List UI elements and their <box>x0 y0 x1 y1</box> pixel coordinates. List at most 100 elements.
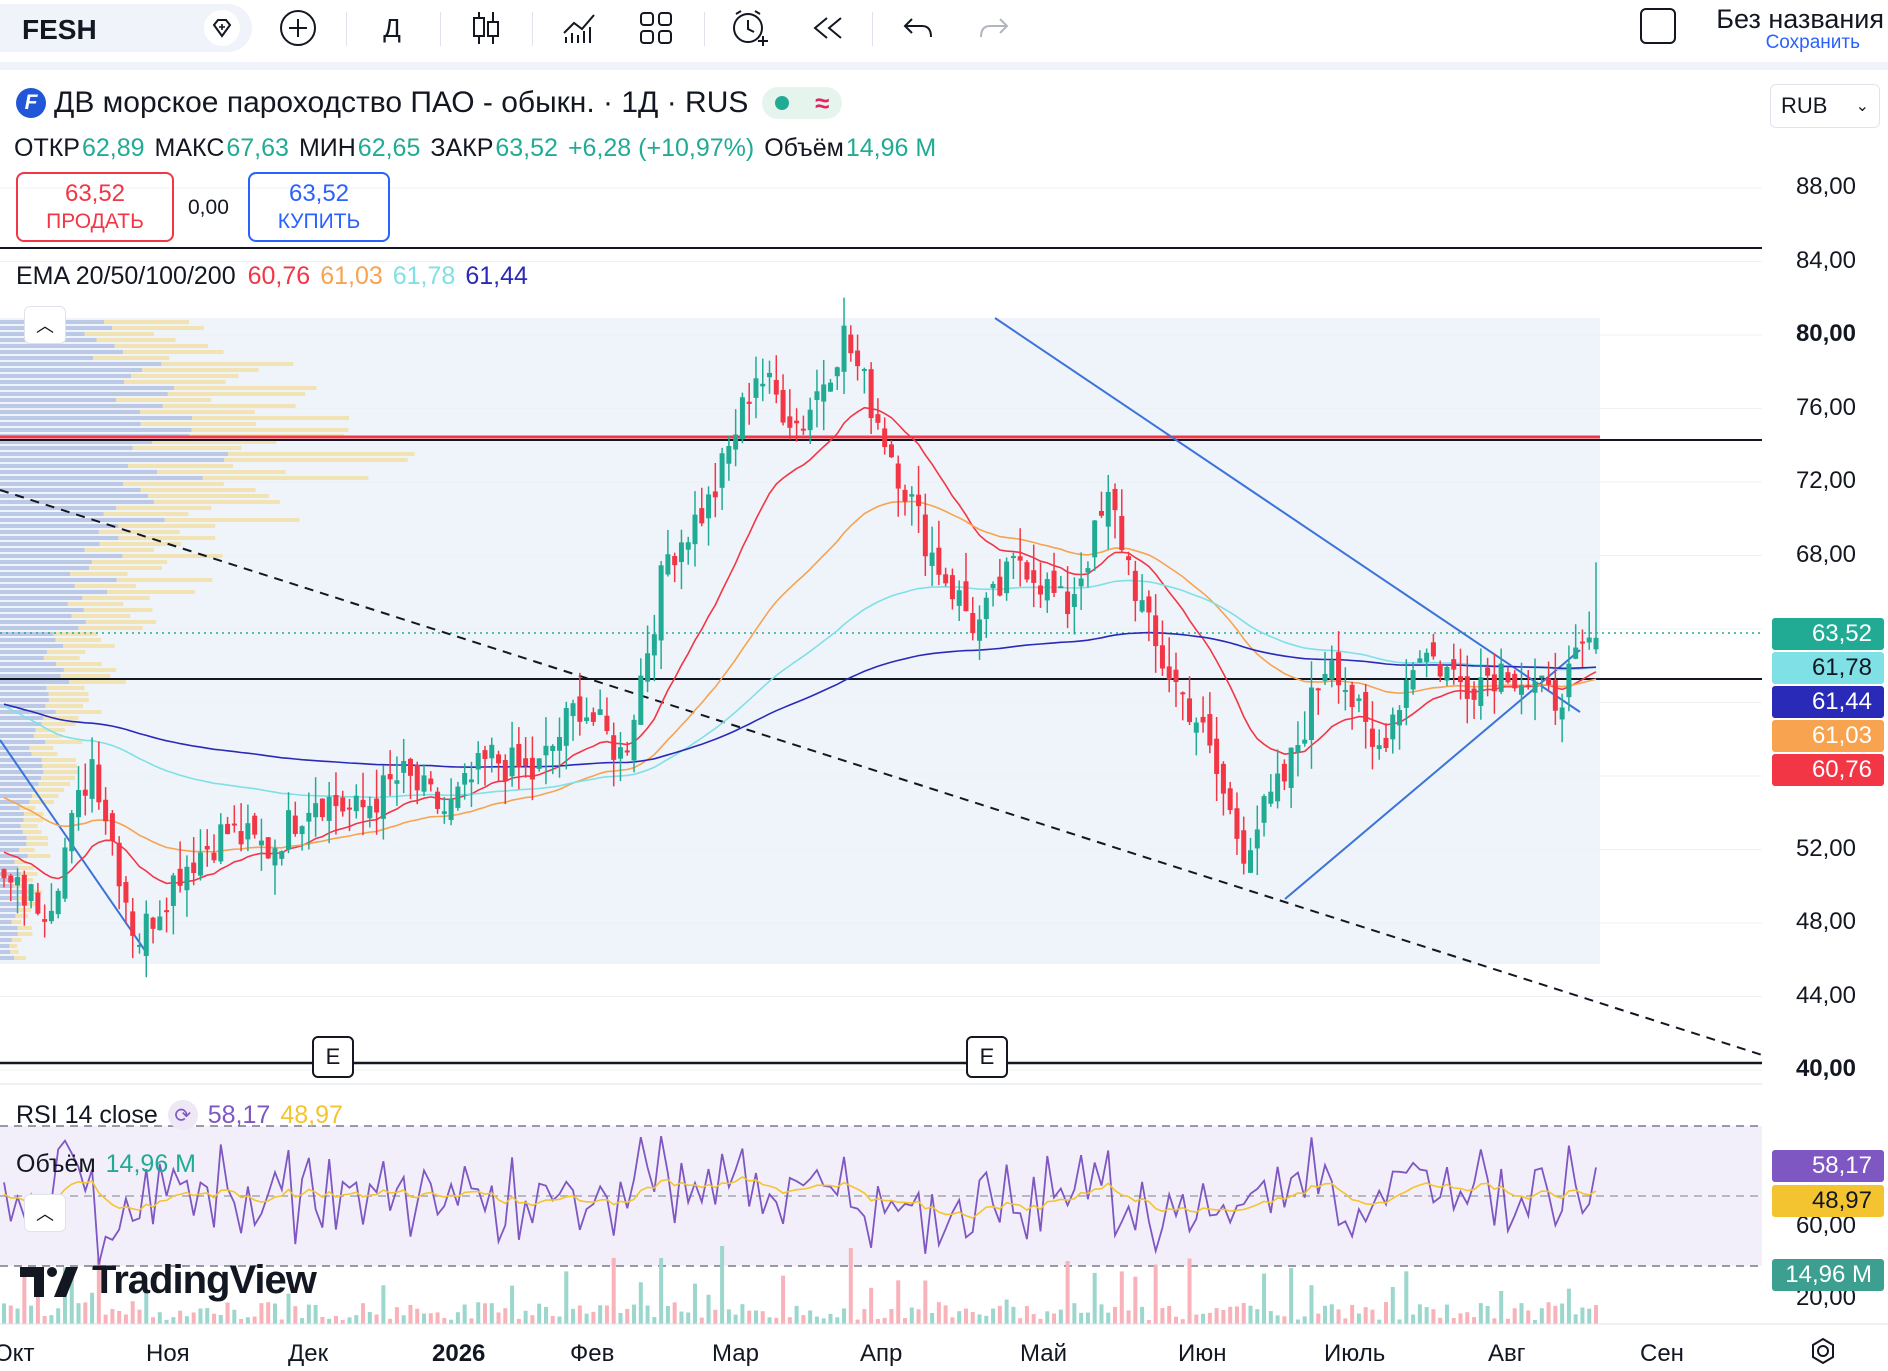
volume-profile-bar <box>63 644 115 648</box>
volume-profile-bar <box>116 578 213 582</box>
volume-bar <box>767 1317 772 1324</box>
volume-profile-bar <box>0 452 229 456</box>
volume-profile-bar <box>78 626 143 630</box>
candle-body <box>1498 663 1504 692</box>
volume-profile-bar <box>0 698 49 702</box>
candle-body <box>1430 642 1436 657</box>
indicators-icon[interactable] <box>558 8 602 48</box>
price-chart[interactable] <box>0 70 1888 1340</box>
volume-bar <box>977 1314 982 1324</box>
volume-bar <box>42 1316 47 1324</box>
candle-body <box>597 709 603 715</box>
candle-body <box>1234 808 1240 839</box>
candle-body <box>455 786 461 808</box>
candle-body <box>868 369 874 419</box>
buy-button[interactable]: 63,52 КУПИТЬ <box>248 172 390 242</box>
volume-bar <box>909 1307 914 1324</box>
volume-bar <box>862 1309 867 1324</box>
volume-legend[interactable]: Объём 14,96 M <box>16 1150 196 1178</box>
candle-body <box>1342 689 1348 692</box>
settings-gear-icon[interactable] <box>1808 1336 1838 1371</box>
collapse-pane-button[interactable]: ︿ <box>24 1194 66 1232</box>
candle-body <box>1126 556 1132 561</box>
ema-legend[interactable]: EMA 20/50/100/200 60,76 61,03 61,78 61,4… <box>16 262 528 290</box>
volume-profile-bar <box>174 386 317 390</box>
volume-profile-bar <box>0 920 12 924</box>
volume-profile-bar <box>167 392 306 396</box>
volume-profile-bar <box>93 356 170 360</box>
volume-value: 14,96 M <box>845 134 937 162</box>
volume-bar <box>212 1313 217 1324</box>
volume-bar <box>137 1309 142 1324</box>
redo-icon[interactable] <box>972 8 1016 48</box>
volume-bar <box>814 1316 819 1324</box>
candle-body <box>590 712 596 722</box>
volume-bar <box>462 1304 467 1324</box>
ascending-trendline[interactable] <box>1284 649 1581 900</box>
volume-profile-bar <box>9 944 18 948</box>
candle-body <box>1017 556 1023 561</box>
volume-profile-bar <box>0 578 117 582</box>
descending-trendline[interactable] <box>994 317 1581 713</box>
candle-body <box>69 813 75 852</box>
volume-profile-bar <box>88 566 162 570</box>
candle-body <box>943 574 949 584</box>
ema20-price-tag: 60,76 <box>1772 754 1884 786</box>
volume-bar <box>1268 1311 1273 1324</box>
volume-bar <box>753 1310 758 1324</box>
volume-profile-bar <box>0 806 20 810</box>
volume-bar <box>1526 1310 1531 1324</box>
volume-bar <box>455 1312 460 1324</box>
symbol-title[interactable]: F ДВ морское пароходство ПАО - обыкн. · … <box>16 86 843 120</box>
currency-select[interactable]: RUB ⌄ <box>1770 84 1880 128</box>
market-status-pill[interactable]: ≈ <box>762 87 843 119</box>
compare-diamond-icon[interactable] <box>204 10 240 46</box>
alert-clock-icon[interactable] <box>728 8 772 48</box>
replay-icon[interactable] <box>806 8 850 48</box>
time-axis-label: Май <box>1020 1340 1068 1367</box>
volume-profile-bar <box>191 428 349 432</box>
volume-profile-bar <box>0 626 79 630</box>
candle-body <box>191 862 197 874</box>
layout-grid-icon[interactable] <box>634 8 678 48</box>
candle-body <box>1200 716 1206 723</box>
candles-icon[interactable] <box>464 8 508 48</box>
earnings-marker[interactable]: E <box>966 1036 1008 1078</box>
volume-profile-bar <box>29 746 54 750</box>
volume-bar <box>699 1317 704 1324</box>
volume-bar <box>401 1315 406 1324</box>
sell-button[interactable]: 63,52 ПРОДАТЬ <box>16 172 174 242</box>
candle-body <box>333 794 339 807</box>
volume-profile-bar <box>107 590 196 594</box>
volume-profile-bar <box>0 368 143 372</box>
add-symbol-icon[interactable] <box>276 8 320 48</box>
candle-body <box>197 852 203 876</box>
candle-body <box>1065 591 1071 615</box>
candle-body <box>875 414 881 423</box>
symbol-search-button[interactable]: FESH <box>0 4 252 52</box>
layout-name[interactable]: Без названия <box>1716 4 1884 34</box>
volume-bar <box>1194 1314 1199 1324</box>
volume-profile-bar <box>0 728 36 732</box>
ema-200-line <box>3 631 1597 769</box>
volume-bar <box>1133 1276 1138 1324</box>
candle-body <box>733 434 739 450</box>
volume-profile-bar <box>0 950 11 954</box>
tradingview-logo[interactable]: TradingView <box>18 1258 317 1303</box>
market-open-dot-icon <box>775 96 790 110</box>
dashed-trendline[interactable] <box>0 489 1763 1056</box>
earnings-marker[interactable]: E <box>312 1036 354 1078</box>
layout-checkbox-icon[interactable] <box>1640 8 1676 44</box>
volume-bar <box>1377 1319 1382 1324</box>
volume-bar <box>550 1315 555 1324</box>
undo-icon[interactable] <box>896 8 940 48</box>
time-axis-label: Ноя <box>146 1340 190 1367</box>
collapse-legend-button[interactable]: ︿ <box>24 306 66 344</box>
interval-button[interactable]: Д <box>383 12 401 43</box>
rsi-legend[interactable]: RSI 14 close ⟳ 58,17 48,97 <box>16 1100 343 1130</box>
volume-bar <box>1397 1319 1402 1324</box>
volume-bar <box>1248 1305 1253 1324</box>
save-link[interactable]: Сохранить <box>1765 32 1860 53</box>
volume-profile-bar <box>0 818 24 822</box>
volume-bar <box>842 1308 847 1324</box>
